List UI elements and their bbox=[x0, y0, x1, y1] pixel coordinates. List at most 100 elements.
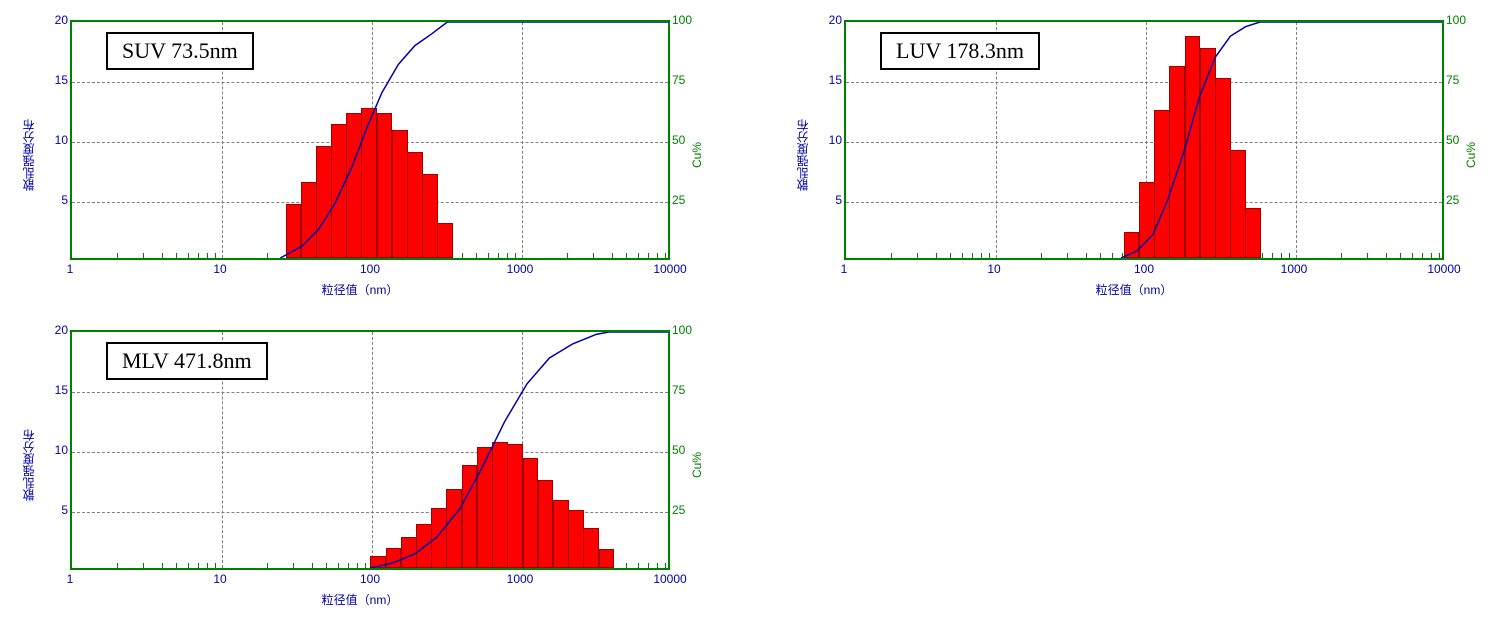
ytick-left: 20 bbox=[55, 13, 68, 27]
minor-tick bbox=[143, 563, 144, 568]
minor-tick bbox=[1431, 253, 1432, 258]
minor-tick bbox=[917, 253, 918, 258]
ytick-left: 15 bbox=[55, 383, 68, 397]
minor-tick bbox=[117, 563, 118, 568]
xtick: 10 bbox=[987, 262, 1000, 276]
ytick-left: 10 bbox=[55, 443, 68, 457]
histogram-bar bbox=[583, 528, 599, 568]
minor-tick bbox=[1272, 253, 1273, 258]
histogram-bar bbox=[431, 508, 447, 568]
minor-tick bbox=[507, 253, 508, 258]
y-axis-left-label: 散乱强度分布 bbox=[20, 429, 37, 501]
ytick-right: 25 bbox=[672, 193, 685, 207]
y-axis-left-label: 散乱强度分布 bbox=[794, 119, 811, 191]
minor-tick bbox=[515, 253, 516, 258]
minor-tick bbox=[1422, 253, 1423, 258]
ytick-right: 50 bbox=[672, 133, 685, 147]
minor-tick bbox=[962, 253, 963, 258]
minor-tick bbox=[338, 563, 339, 568]
histogram-bar bbox=[422, 174, 438, 258]
ytick-left: 20 bbox=[55, 323, 68, 337]
minor-tick bbox=[326, 563, 327, 568]
minor-tick bbox=[1067, 253, 1068, 258]
y-axis-right-label: Cu% bbox=[690, 452, 704, 478]
y-axis-left-label: 散乱强度分布 bbox=[20, 119, 37, 191]
chart-panel-suv: 5101520255075100110100100010000散乱强度分布Cu%… bbox=[10, 10, 710, 300]
minor-tick bbox=[1341, 253, 1342, 258]
minor-tick bbox=[950, 253, 951, 258]
histogram-bar bbox=[1154, 110, 1170, 258]
minor-tick bbox=[612, 253, 613, 258]
gridline-h bbox=[846, 142, 1442, 143]
histogram-bar bbox=[477, 447, 493, 568]
minor-tick bbox=[1439, 253, 1440, 258]
histogram-bar bbox=[1215, 78, 1231, 258]
ytick-left: 15 bbox=[55, 73, 68, 87]
minor-tick bbox=[936, 253, 937, 258]
minor-tick bbox=[143, 253, 144, 258]
histogram-bar bbox=[1169, 66, 1185, 258]
minor-tick bbox=[648, 563, 649, 568]
minor-tick bbox=[626, 253, 627, 258]
histogram-bar bbox=[301, 182, 317, 258]
histogram-bar bbox=[1124, 232, 1140, 258]
xtick: 100 bbox=[1134, 262, 1154, 276]
xtick: 1 bbox=[67, 262, 74, 276]
minor-tick bbox=[593, 253, 594, 258]
minor-tick bbox=[567, 253, 568, 258]
minor-tick bbox=[117, 253, 118, 258]
gridline-v bbox=[372, 332, 373, 568]
histogram-bar bbox=[386, 548, 402, 568]
histogram-bar bbox=[416, 524, 432, 568]
ytick-left: 10 bbox=[55, 133, 68, 147]
ytick-right: 75 bbox=[1446, 73, 1459, 87]
minor-tick bbox=[215, 563, 216, 568]
ytick-right: 50 bbox=[672, 443, 685, 457]
histogram-bar bbox=[401, 537, 417, 568]
minor-tick bbox=[1289, 253, 1290, 258]
histogram-bar bbox=[407, 152, 423, 258]
minor-tick bbox=[1400, 253, 1401, 258]
xtick: 10000 bbox=[1427, 262, 1460, 276]
histogram-bar bbox=[568, 510, 584, 568]
histogram-bar bbox=[1185, 36, 1201, 258]
chart-title: SUV 73.5nm bbox=[106, 32, 254, 70]
minor-tick bbox=[215, 253, 216, 258]
minor-tick bbox=[176, 253, 177, 258]
histogram-bar bbox=[1139, 182, 1155, 258]
minor-tick bbox=[188, 563, 189, 568]
histogram-bar bbox=[507, 444, 523, 568]
ytick-right: 75 bbox=[672, 73, 685, 87]
minor-tick bbox=[476, 253, 477, 258]
histogram-bar bbox=[538, 480, 554, 568]
histogram-bar bbox=[462, 465, 478, 568]
minor-tick bbox=[1041, 253, 1042, 258]
ytick-right: 100 bbox=[1446, 13, 1466, 27]
minor-tick bbox=[267, 253, 268, 258]
gridline-v bbox=[522, 22, 523, 258]
minor-tick bbox=[981, 253, 982, 258]
minor-tick bbox=[626, 563, 627, 568]
minor-tick bbox=[972, 253, 973, 258]
histogram-bar bbox=[446, 489, 462, 568]
xtick: 10 bbox=[213, 572, 226, 586]
minor-tick bbox=[207, 253, 208, 258]
minor-tick bbox=[188, 253, 189, 258]
ytick-right: 25 bbox=[672, 503, 685, 517]
ytick-right: 75 bbox=[672, 383, 685, 397]
minor-tick bbox=[198, 253, 199, 258]
minor-tick bbox=[665, 563, 666, 568]
ytick-left: 15 bbox=[829, 73, 842, 87]
minor-tick bbox=[293, 563, 294, 568]
minor-tick bbox=[1281, 253, 1282, 258]
histogram-bar bbox=[316, 146, 332, 258]
minor-tick bbox=[638, 253, 639, 258]
minor-tick bbox=[1112, 253, 1113, 258]
gridline-v bbox=[1296, 22, 1297, 258]
ytick-left: 5 bbox=[61, 503, 68, 517]
gridline-h bbox=[72, 392, 668, 393]
ytick-left: 5 bbox=[835, 193, 842, 207]
gridline-h bbox=[846, 82, 1442, 83]
ytick-left: 5 bbox=[61, 193, 68, 207]
minor-tick bbox=[665, 253, 666, 258]
